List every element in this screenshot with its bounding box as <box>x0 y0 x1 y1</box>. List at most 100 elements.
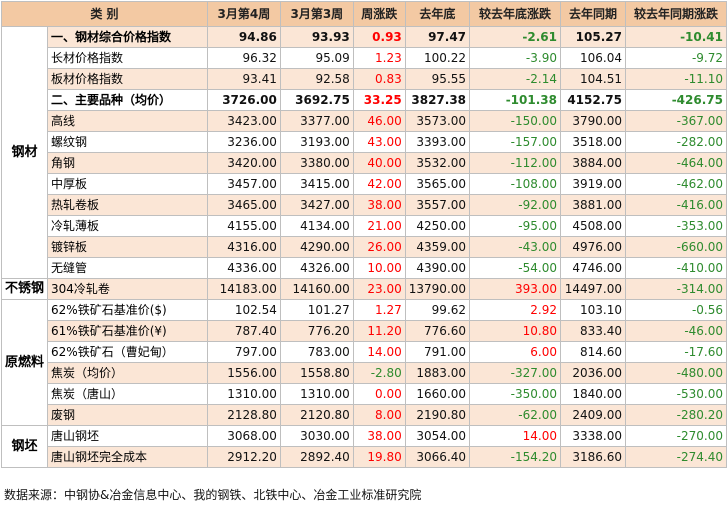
weekly-change: 38.00 <box>352 425 406 447</box>
item-name: 板材价格指数 <box>47 68 208 90</box>
item-name: 62%铁矿石基准价($) <box>47 299 208 321</box>
last-year-end-value: 3066.40 <box>404 446 471 468</box>
header-last-year-end: 去年底 <box>404 1 471 27</box>
last-year-same-value: 2409.00 <box>559 404 626 426</box>
table-row: 62%铁矿石（曹妃甸） 797.00 783.00 14.00 791.00 6.00 81… <box>1 341 727 363</box>
vs-year-end: -43.00 <box>469 236 561 258</box>
last-year-end-value: 13790.00 <box>404 278 471 300</box>
week4-value: 1310.00 <box>206 383 281 405</box>
last-year-same-value: 1840.00 <box>559 383 626 405</box>
item-name: 62%铁矿石（曹妃甸） <box>47 341 208 363</box>
last-year-end-value: 99.62 <box>404 299 471 321</box>
week4-value: 14183.00 <box>206 278 281 300</box>
item-name: 304冷轧卷 <box>47 278 208 300</box>
weekly-change: 23.00 <box>352 278 406 300</box>
week4-value: 93.41 <box>206 68 281 90</box>
vs-year-end: 2.92 <box>469 299 561 321</box>
last-year-same-value: 4746.00 <box>559 257 626 279</box>
category-cell: 钢坯 <box>0 425 49 468</box>
weekly-change: 14.00 <box>352 341 406 363</box>
last-year-end-value: 1883.00 <box>404 362 471 384</box>
header-vs-year-end: 较去年底涨跌 <box>469 1 561 27</box>
weekly-change: -2.80 <box>352 362 406 384</box>
last-year-end-value: 4250.00 <box>404 215 471 237</box>
weekly-change: 0.83 <box>352 68 406 90</box>
week3-value: 783.00 <box>279 341 354 363</box>
weekly-change: 8.00 <box>352 404 406 426</box>
last-year-end-value: 791.00 <box>404 341 471 363</box>
table-row: 冷轧薄板 4155.00 4134.00 21.00 4250.00 -95.00 4508… <box>1 215 727 237</box>
vs-last-year: -10.41 <box>624 26 727 48</box>
weekly-change: 11.20 <box>352 320 406 342</box>
table-row: 钢坯 唐山钢坯 3068.00 3030.00 38.00 3054.00 14.00 333… <box>0 425 727 468</box>
vs-last-year: -46.00 <box>624 320 727 342</box>
vs-year-end: -3.90 <box>469 47 561 69</box>
vs-year-end: -95.00 <box>469 215 561 237</box>
last-year-same-value: 3919.00 <box>559 173 626 195</box>
item-name: 唐山钢坯完全成本 <box>47 446 208 468</box>
week3-value: 4290.00 <box>279 236 354 258</box>
vs-last-year: -11.10 <box>624 68 727 90</box>
week3-value: 92.58 <box>279 68 354 90</box>
last-year-end-value: 3827.38 <box>404 89 471 111</box>
table-row: 不锈钢 304冷轧卷 14183.00 14160.00 23.00 13790.00 39… <box>0 278 727 300</box>
weekly-change: 38.00 <box>352 194 406 216</box>
vs-year-end: -101.38 <box>469 89 561 111</box>
table-row: 热轧卷板 3465.00 3427.00 38.00 3557.00 -92.00 3881… <box>1 194 727 216</box>
vs-year-end: -150.00 <box>469 110 561 132</box>
week4-value: 1556.00 <box>206 362 281 384</box>
week3-value: 3380.00 <box>279 152 354 174</box>
vs-year-end: -157.00 <box>469 131 561 153</box>
week4-value: 96.32 <box>206 47 281 69</box>
item-name: 61%铁矿石基准价(¥) <box>47 320 208 342</box>
vs-last-year: -9.72 <box>624 47 727 69</box>
item-name: 冷轧薄板 <box>47 215 208 237</box>
week3-value: 776.20 <box>279 320 354 342</box>
week4-value: 3726.00 <box>206 89 281 111</box>
vs-last-year: -0.56 <box>624 299 727 321</box>
vs-last-year: -410.00 <box>624 257 727 279</box>
item-name: 唐山钢坯 <box>47 425 208 447</box>
item-name: 角钢 <box>47 152 208 174</box>
week4-value: 2128.80 <box>206 404 281 426</box>
item-name: 中厚板 <box>47 173 208 195</box>
week4-value: 787.40 <box>206 320 281 342</box>
week3-value: 2120.80 <box>279 404 354 426</box>
vs-last-year: -367.00 <box>624 110 727 132</box>
last-year-end-value: 97.47 <box>404 26 471 48</box>
vs-last-year: -314.00 <box>624 278 727 300</box>
week3-value: 1558.80 <box>279 362 354 384</box>
week3-value: 3692.75 <box>279 89 354 111</box>
week4-value: 3068.00 <box>206 425 281 447</box>
last-year-same-value: 103.10 <box>559 299 626 321</box>
vs-last-year: -480.00 <box>624 362 727 384</box>
last-year-same-value: 814.60 <box>559 341 626 363</box>
header-row: 类 别 3月第4周 3月第3周 周涨跌 去年底 较去年底涨跌 去年同期 较去年同… <box>1 1 727 27</box>
week3-value: 3030.00 <box>279 425 354 447</box>
header-week4: 3月第4周 <box>206 1 281 27</box>
header-last-year-same: 去年同期 <box>559 1 626 27</box>
table-row: 61%铁矿石基准价(¥) 787.40 776.20 11.20 776.60 10.80… <box>1 320 727 342</box>
week4-value: 3236.00 <box>206 131 281 153</box>
item-name: 螺纹钢 <box>47 131 208 153</box>
weekly-change: 0.93 <box>352 26 406 48</box>
item-name: 焦炭（均价） <box>47 362 208 384</box>
table-row: 钢材 一、钢材综合价格指数 94.86 93.93 0.93 97.47 -2.61 105.… <box>0 26 727 279</box>
last-year-same-value: 3881.00 <box>559 194 626 216</box>
table-row: 板材价格指数 93.41 92.58 0.83 95.55 -2.14 104.51 -11.… <box>1 68 727 90</box>
item-name: 高线 <box>47 110 208 132</box>
table-row: 二、主要品种（均价） 3726.00 3692.75 33.25 3827.38 -101… <box>1 89 727 111</box>
table-body: 钢材 一、钢材综合价格指数 94.86 93.93 0.93 97.47 -2.61 105.… <box>0 26 727 468</box>
vs-year-end: -2.61 <box>469 26 561 48</box>
week3-value: 3193.00 <box>279 131 354 153</box>
item-name: 二、主要品种（均价） <box>47 89 208 111</box>
weekly-change: 43.00 <box>352 131 406 153</box>
table-row: 高线 3423.00 3377.00 46.00 3573.00 -150.00 3790.… <box>1 110 727 132</box>
week3-value: 4134.00 <box>279 215 354 237</box>
week4-value: 4155.00 <box>206 215 281 237</box>
weekly-change: 10.00 <box>352 257 406 279</box>
vs-last-year: -282.00 <box>624 131 727 153</box>
vs-last-year: -462.00 <box>624 173 727 195</box>
last-year-end-value: 3054.00 <box>404 425 471 447</box>
week4-value: 4336.00 <box>206 257 281 279</box>
